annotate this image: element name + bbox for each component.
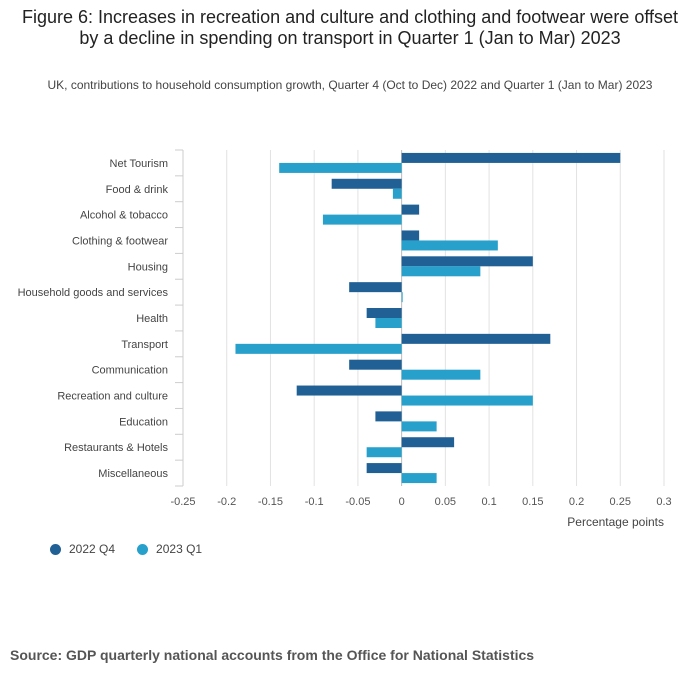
bar-2022-q4: [401, 152, 621, 163]
bar-2022-q4: [375, 411, 402, 422]
bar-2022-q4: [296, 385, 402, 396]
chart-subtitle: UK, contributions to household consumpti…: [47, 78, 653, 92]
bar-2023-q1: [401, 292, 403, 303]
legend-swatch-2022-q4: [50, 543, 61, 555]
bar-2022-q4: [401, 333, 551, 344]
legend-swatch-2023-q1: [137, 543, 149, 555]
bar-2022-q4: [401, 437, 455, 448]
bar-2022-q4: [366, 463, 402, 474]
x-tick-label: 0.1: [481, 496, 496, 508]
bar-2023-q1: [366, 447, 402, 458]
x-tick-label: 0.25: [610, 496, 631, 508]
category-label: Education: [119, 416, 168, 428]
legend-item-2023-q1[interactable]: 2023 Q1: [137, 542, 202, 556]
bar-2022-q4: [349, 359, 402, 370]
bar-2022-q4: [331, 178, 402, 189]
bar-2023-q1: [401, 473, 437, 484]
bar-2023-q1: [401, 266, 481, 277]
bar-2023-q1: [235, 343, 402, 354]
bar-2023-q1: [401, 369, 481, 380]
x-tick-label: -0.1: [305, 496, 324, 508]
legend-label-2022-q4: 2022 Q4: [69, 542, 116, 556]
x-axis-label: Percentage points: [567, 515, 664, 529]
category-label: Health: [136, 313, 168, 325]
bar-2023-q1: [322, 214, 402, 225]
bar-2023-q1: [401, 421, 437, 432]
bar-2023-q1: [279, 162, 402, 173]
x-tick-label: 0: [399, 496, 405, 508]
category-label: Net Tourism: [110, 158, 168, 170]
legend-item-2022-q4[interactable]: 2022 Q4: [50, 542, 115, 556]
bar-2022-q4: [401, 204, 420, 215]
x-tick-label: -0.2: [217, 496, 236, 508]
category-label: Clothing & footwear: [72, 235, 168, 247]
x-tick-label: -0.25: [170, 496, 195, 508]
x-tick-label: -0.15: [258, 496, 283, 508]
bar-2022-q4: [349, 282, 402, 293]
bar-2023-q1: [401, 395, 533, 406]
x-tick-label: 0.2: [569, 496, 584, 508]
legend-label-2023-q1: 2023 Q1: [156, 542, 203, 556]
source-note: Source: GDP quarterly national accounts …: [10, 647, 535, 663]
category-label: Household goods and services: [18, 287, 169, 299]
category-label: Communication: [92, 365, 168, 377]
x-tick-label: 0.05: [435, 496, 456, 508]
chart-title: Figure 6: Increases in recreation and cu…: [21, 7, 679, 48]
category-label: Transport: [121, 339, 168, 351]
bar-2022-q4: [366, 308, 402, 318]
x-tick-label: 0.3: [656, 496, 671, 508]
category-label: Miscellaneous: [98, 468, 168, 480]
x-tick-label: -0.05: [345, 496, 370, 508]
bar-2022-q4: [401, 230, 420, 241]
category-label: Alcohol & tobacco: [80, 210, 168, 222]
legend: 2022 Q4 2023 Q1: [50, 542, 224, 556]
bar-2023-q1: [375, 318, 402, 328]
category-label: Restaurants & Hotels: [64, 442, 168, 454]
category-label: Housing: [128, 261, 168, 273]
bar-2022-q4: [401, 256, 533, 267]
x-tick-label: 0.15: [522, 496, 543, 508]
bar-chart: -0.25 -0.2 -0.15 -0.1 -0.05 0 0.05 0.1 0.15 0.2 0.…: [18, 149, 672, 529]
bar-2023-q1: [392, 188, 402, 199]
bar-2023-q1: [401, 240, 498, 251]
category-label: Recreation and culture: [57, 391, 168, 403]
category-label: Food & drink: [106, 184, 169, 196]
